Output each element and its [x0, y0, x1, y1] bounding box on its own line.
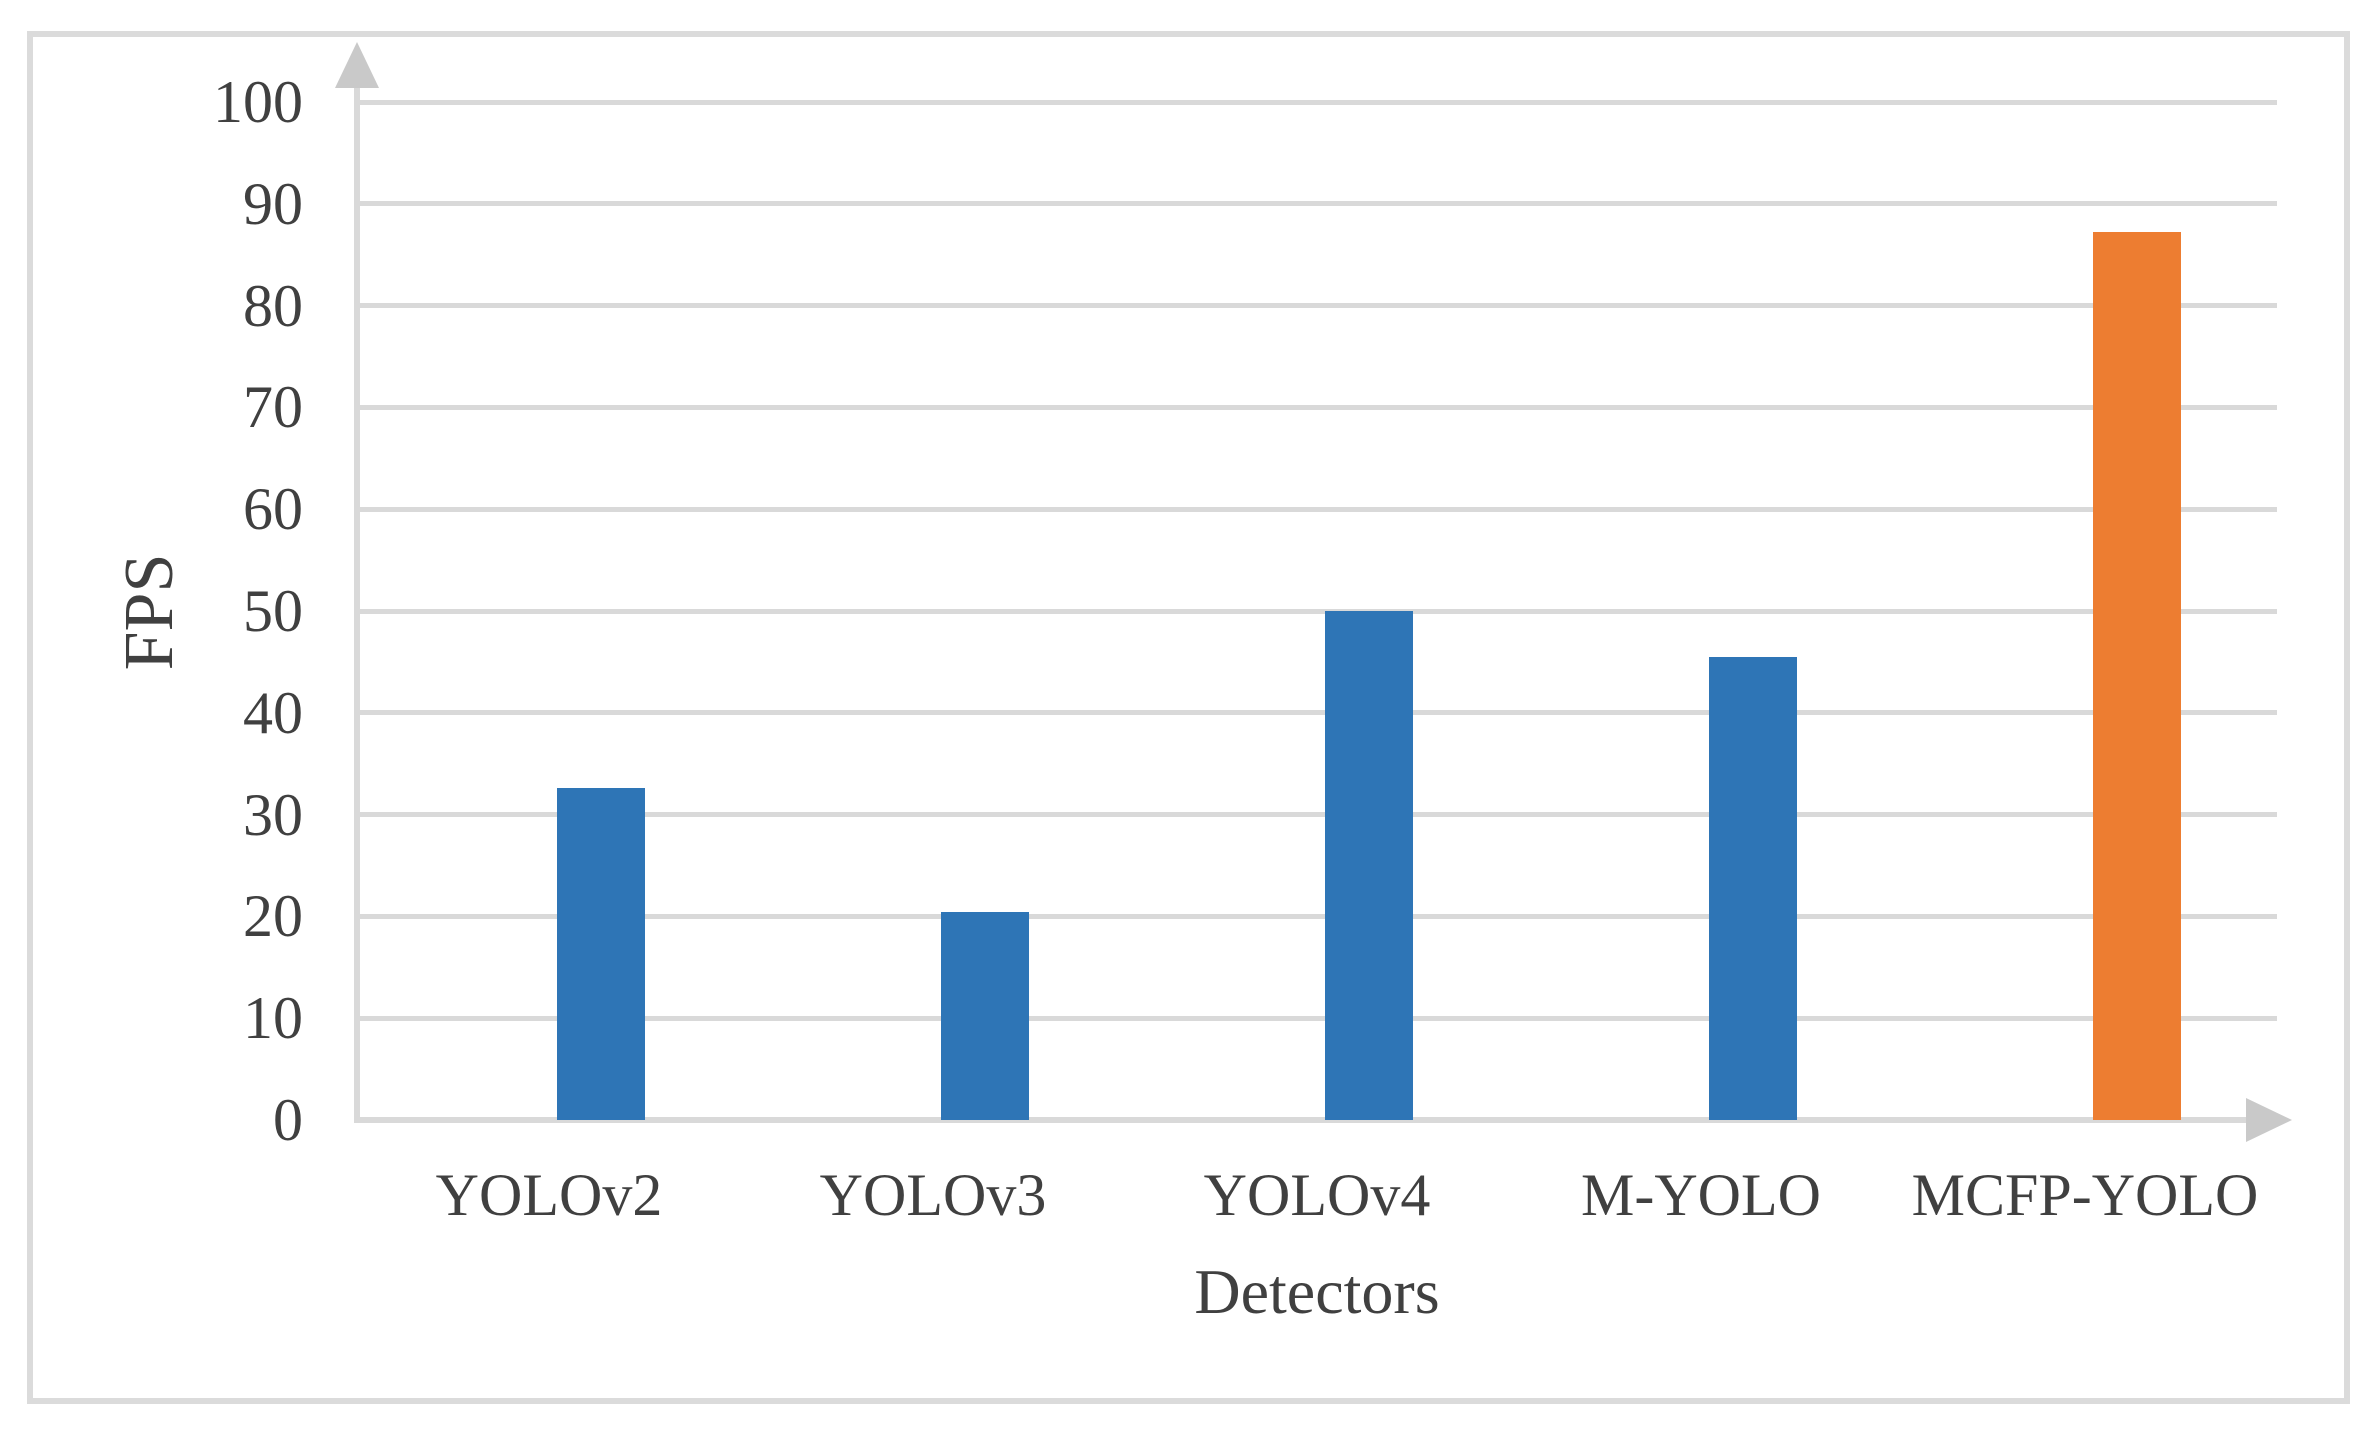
y-tick-label-40: 40 [243, 679, 303, 746]
gridline-50 [357, 608, 2277, 614]
y-tick-label-0: 0 [273, 1087, 303, 1153]
y-tick-label-20: 20 [243, 883, 303, 950]
bar-yolov3 [941, 912, 1029, 1120]
bar-mcfp-yolo [2093, 232, 2181, 1120]
category-label-yolov3: YOLOv3 [819, 1162, 1047, 1228]
y-tick-label-50: 50 [243, 578, 303, 644]
y-tick-label-80: 80 [243, 272, 303, 339]
y-axis-line [354, 82, 360, 1123]
gridline-40 [357, 710, 2277, 716]
gridline-60 [357, 506, 2277, 512]
bar-yolov2 [557, 788, 645, 1120]
y-tick-label-60: 60 [243, 476, 303, 543]
gridline-100 [357, 99, 2277, 105]
category-label-mcfp-yolo: MCFP-YOLO [1911, 1162, 2259, 1228]
gridline-70 [357, 404, 2277, 410]
gridline-10 [357, 1015, 2277, 1021]
gridline-90 [357, 201, 2277, 207]
gridline-80 [357, 303, 2277, 309]
y-tick-label-100: 100 [213, 69, 303, 135]
category-label-yolov4: YOLOv4 [1203, 1162, 1431, 1228]
x-axis-title: Detectors [1194, 1256, 1440, 1327]
bar-m-yolo [1709, 656, 1797, 1120]
y-tick-label-30: 30 [243, 781, 303, 848]
y-axis-arrow-icon [335, 42, 379, 88]
category-label-yolov2: YOLOv2 [435, 1162, 663, 1228]
figure-border [27, 31, 2350, 1404]
y-tick-label-70: 70 [243, 374, 303, 441]
x-axis-line [354, 1117, 2250, 1123]
y-tick-label-90: 90 [243, 170, 303, 237]
bar-yolov4 [1325, 611, 1413, 1120]
y-tick-label-10: 10 [243, 985, 303, 1052]
category-label-m-yolo: M-YOLO [1581, 1162, 1821, 1228]
gridline-30 [357, 812, 2277, 818]
x-axis-arrow-icon [2246, 1098, 2292, 1142]
gridline-20 [357, 913, 2277, 919]
y-axis-title: FPS [111, 553, 188, 671]
